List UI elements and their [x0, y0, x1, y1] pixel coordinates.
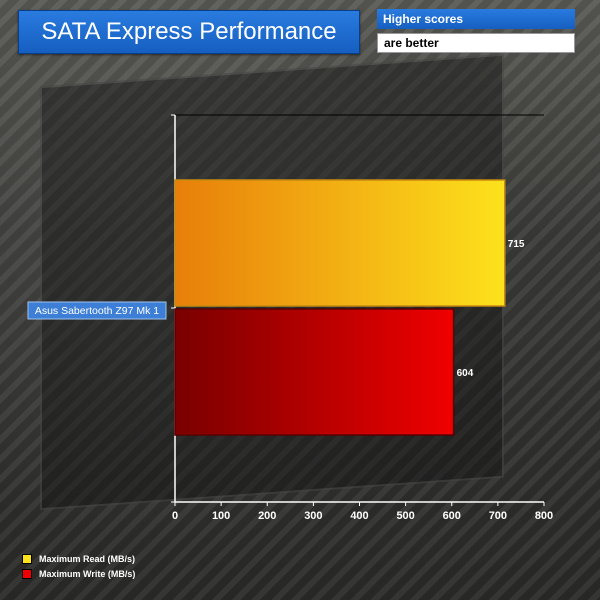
- category-label-box: [27, 301, 167, 320]
- x-tick-label: 600: [443, 510, 461, 522]
- bar-maximum-read: [174, 179, 506, 307]
- legend-label-write: Maximum Write (MB/s): [39, 568, 136, 579]
- x-tick-label: 800: [535, 510, 553, 522]
- data-label-write: 604: [457, 368, 474, 379]
- x-tick-label: 400: [350, 510, 368, 522]
- x-tick-label: 200: [258, 510, 276, 522]
- legend-swatch-write: [22, 568, 32, 579]
- legend-label-read: Maximum Read (MB/s): [39, 553, 136, 564]
- legend-item-read: Maximum Read (MB/s): [22, 552, 135, 565]
- x-tick-label: 100: [212, 510, 230, 522]
- legend: Maximum Read (MB/s) Maximum Write (MB/s): [22, 552, 135, 582]
- x-tick-label: 300: [304, 510, 322, 522]
- x-tick-label: 500: [396, 510, 414, 522]
- category-label: Asus Sabertooth Z97 Mk 1: [35, 305, 159, 317]
- note-higher-scores: Higher scores: [377, 9, 575, 29]
- bar-maximum-write: [174, 308, 455, 436]
- x-tick-label: 0: [172, 510, 178, 522]
- note-are-better: are better: [377, 33, 575, 53]
- chart-title: SATA Express Performance: [18, 10, 360, 54]
- legend-swatch-read: [22, 553, 32, 564]
- legend-item-write: Maximum Write (MB/s): [22, 567, 135, 580]
- x-tick-label: 700: [489, 510, 507, 522]
- data-label-read: 715: [508, 239, 525, 250]
